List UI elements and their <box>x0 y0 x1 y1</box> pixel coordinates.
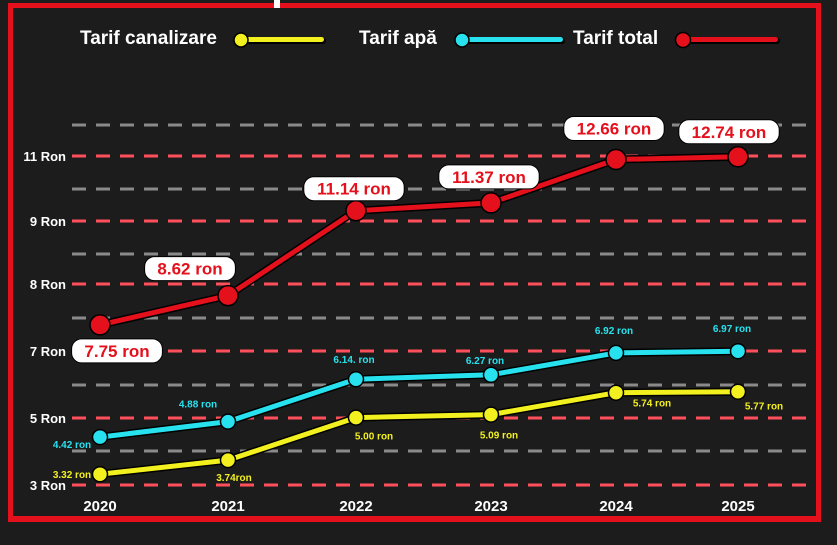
series-line <box>97 389 741 477</box>
data-label-bg <box>71 338 163 364</box>
data-label-bg <box>303 176 405 202</box>
data-point <box>91 428 109 446</box>
data-label-text: 12.74 ron <box>692 123 767 142</box>
y-tick-label: 3 Ron <box>30 478 66 493</box>
data-point <box>729 383 747 400</box>
data-point <box>482 406 500 423</box>
data-label-apa: 6.97 ron <box>713 324 751 335</box>
data-label-text: 7.75 ron <box>84 342 149 361</box>
data-label-total: 11.37 ron <box>438 164 540 190</box>
x-tick-label: 2024 <box>599 498 633 515</box>
data-label-total: 8.62 ron <box>144 256 236 282</box>
y-tick-label: 5 Ron <box>30 411 66 426</box>
data-label-apa: 6.92 ron <box>595 326 633 337</box>
legend-item-total: Tarif total <box>573 28 780 49</box>
grid-lines <box>72 123 812 487</box>
data-point <box>729 342 747 360</box>
data-label-apa: 6.27 ron <box>466 356 504 367</box>
data-label-canalizare: 5.00 ron <box>355 432 393 443</box>
data-label-canalizare: 5.09 ron <box>480 431 518 442</box>
data-point <box>482 366 500 384</box>
data-point <box>480 192 502 214</box>
legend: Tarif canalizare Tarif apă Tarif total <box>80 28 780 49</box>
data-label-bg <box>678 119 780 145</box>
legend-item-apa: Tarif apă <box>359 28 565 49</box>
series-line <box>97 154 741 328</box>
data-label-text: 11.14 ron <box>317 180 391 199</box>
data-label-bg <box>438 164 540 190</box>
legend-label: Tarif apă <box>359 28 437 49</box>
x-axis-ticks: 2020 2021 2022 2023 2024 2025 <box>83 498 754 515</box>
legend-marker <box>674 31 692 49</box>
data-label-apa: 4.88 ron <box>179 400 217 411</box>
y-tick-label: 7 Ron <box>30 344 66 359</box>
x-tick-label: 2022 <box>339 498 372 515</box>
data-label-bg <box>563 116 665 141</box>
legend-marker <box>233 32 249 48</box>
data-point <box>217 284 239 307</box>
legend-line <box>238 37 324 42</box>
y-axis-ticks: 3 Ron 5 Ron 7 Ron 8 Ron 9 Ron 11 Ron <box>23 149 66 493</box>
legend-marker <box>454 32 470 48</box>
data-point <box>347 409 365 426</box>
legend-line <box>680 37 778 42</box>
x-tick-label: 2025 <box>721 498 754 515</box>
data-label-total: 12.74 ron <box>678 119 780 145</box>
data-point <box>607 344 625 362</box>
x-tick-label: 2021 <box>211 498 244 515</box>
data-label-text: 12.66 ron <box>577 120 652 139</box>
data-label-canalizare: 5.74 ron <box>633 399 671 410</box>
data-labels: 7.75 ron 8.62 ron 11.14 ron 11.37 ron 12.66 … <box>53 116 783 484</box>
series-line-outline <box>96 152 742 329</box>
y-tick-label: 9 Ron <box>30 214 66 229</box>
data-label-canalizare: 5.77 ron <box>745 402 783 413</box>
series-line <box>97 348 741 440</box>
data-point <box>727 146 749 168</box>
x-tick-label: 2020 <box>83 498 116 515</box>
legend-label: Tarif canalizare <box>80 28 217 49</box>
data-label-bg <box>144 256 236 282</box>
data-point <box>219 451 237 469</box>
series-layer <box>89 146 749 483</box>
data-point <box>605 148 627 171</box>
data-point <box>347 370 365 388</box>
data-label-total: 7.75 ron <box>71 338 163 364</box>
data-label-apa: 4.42 ron <box>53 440 91 451</box>
data-label-total: 11.14 ron <box>303 176 405 202</box>
data-label-apa: 6.14. ron <box>333 355 374 366</box>
y-tick-label: 8 Ron <box>30 277 66 292</box>
legend-item-canalizare: Tarif canalizare <box>80 28 326 49</box>
x-tick-label: 2023 <box>474 498 507 515</box>
chart-frame <box>8 3 821 522</box>
data-label-text: 8.62 ron <box>157 260 222 279</box>
data-label-canalizare: 3.74ron <box>216 473 252 484</box>
data-point <box>91 465 109 483</box>
legend-line <box>459 37 563 42</box>
y-tick-label: 11 Ron <box>23 149 66 164</box>
data-label-canalizare: 3.32 ron <box>53 470 91 481</box>
data-label-text: 11.37 ron <box>452 168 526 187</box>
frame-notch <box>274 0 280 8</box>
data-point <box>89 314 111 336</box>
data-label-total: 12.66 ron <box>563 116 665 141</box>
data-point <box>345 199 367 222</box>
data-point <box>219 413 237 430</box>
data-point <box>607 384 625 401</box>
legend-label: Tarif total <box>573 28 658 49</box>
